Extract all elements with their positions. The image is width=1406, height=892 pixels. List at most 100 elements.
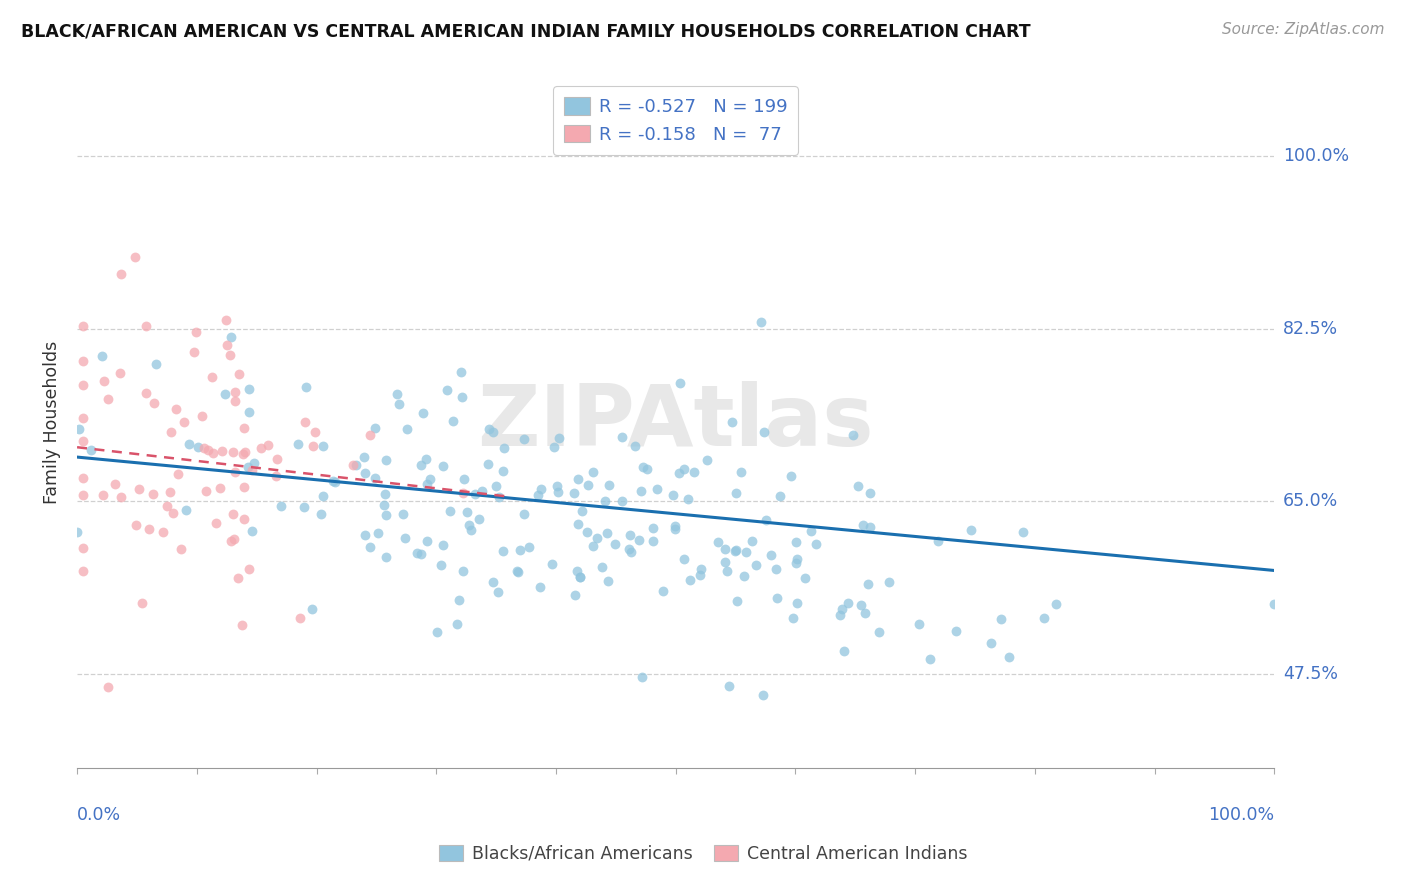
Point [292, 500, 315, 514]
Point [853, 606, 876, 620]
Point [647, 482, 669, 496]
Point [201, 369, 224, 384]
Point [627, 533, 650, 548]
Point [785, 556, 807, 570]
Point [492, 442, 515, 456]
Text: 65.0%: 65.0% [1282, 492, 1339, 510]
Point [238, 562, 260, 576]
Point [426, 624, 449, 639]
Point [233, 480, 256, 494]
Point [998, 650, 1021, 665]
Point [177, 437, 200, 451]
Point [325, 475, 347, 489]
Point [312, 439, 335, 453]
Point [619, 528, 641, 542]
Point [960, 523, 983, 537]
Point [456, 505, 478, 519]
Point [409, 547, 432, 561]
Text: 82.5%: 82.5% [1282, 320, 1339, 338]
Point [682, 465, 704, 479]
Point [142, 396, 165, 410]
Text: 0.0%: 0.0% [77, 805, 121, 823]
Point [249, 441, 271, 455]
Point [841, 428, 863, 442]
Point [388, 397, 411, 411]
Point [110, 490, 132, 504]
Point [690, 562, 713, 576]
Point [342, 458, 364, 472]
Point [828, 607, 851, 622]
Point [446, 617, 468, 632]
Point [733, 569, 755, 583]
Point [367, 526, 389, 541]
Point [696, 453, 718, 467]
Point [752, 425, 775, 439]
Point [877, 575, 900, 590]
Point [72, 319, 94, 334]
Point [488, 490, 510, 504]
Point [714, 541, 737, 556]
Point [568, 570, 591, 584]
Point [485, 478, 508, 492]
Point [375, 508, 398, 522]
Point [780, 468, 803, 483]
Text: 47.5%: 47.5% [1282, 665, 1337, 683]
Point [72, 411, 94, 425]
Point [295, 380, 318, 394]
Point [641, 534, 664, 549]
Point [990, 612, 1012, 626]
Point [517, 540, 540, 554]
Point [72, 471, 94, 485]
Point [165, 401, 187, 416]
Point [451, 485, 474, 500]
Text: 100.0%: 100.0% [1282, 147, 1348, 165]
Point [411, 458, 433, 472]
Point [1033, 611, 1056, 625]
Point [97, 392, 120, 407]
Point [513, 432, 536, 446]
Point [1045, 597, 1067, 611]
Point [565, 564, 588, 578]
Point [155, 500, 177, 514]
Point [664, 522, 686, 536]
Point [800, 524, 823, 539]
Point [527, 488, 550, 502]
Y-axis label: Family Households: Family Households [44, 341, 60, 504]
Legend: Blacks/African Americans, Central American Indians: Blacks/African Americans, Central Americ… [432, 838, 974, 870]
Point [359, 427, 381, 442]
Point [852, 517, 875, 532]
Point [617, 541, 640, 556]
Point [173, 415, 195, 429]
Point [66, 524, 89, 539]
Point [138, 522, 160, 536]
Point [183, 345, 205, 359]
Point [458, 517, 481, 532]
Point [187, 440, 209, 454]
Point [755, 513, 778, 527]
Point [215, 313, 238, 327]
Point [492, 464, 515, 478]
Point [135, 386, 157, 401]
Point [567, 472, 589, 486]
Point [804, 537, 827, 551]
Point [142, 486, 165, 500]
Point [222, 507, 245, 521]
Point [208, 481, 231, 495]
Point [197, 442, 219, 457]
Point [529, 580, 551, 594]
Point [689, 568, 711, 582]
Point [194, 483, 217, 498]
Point [416, 477, 439, 491]
Point [859, 486, 882, 500]
Point [240, 524, 263, 538]
Point [668, 466, 690, 480]
Point [405, 546, 427, 560]
Point [679, 574, 702, 588]
Point [224, 394, 246, 409]
Point [97, 680, 120, 694]
Point [849, 599, 872, 613]
Point [596, 574, 619, 588]
Point [128, 483, 150, 497]
Point [224, 465, 246, 479]
Point [125, 518, 148, 533]
